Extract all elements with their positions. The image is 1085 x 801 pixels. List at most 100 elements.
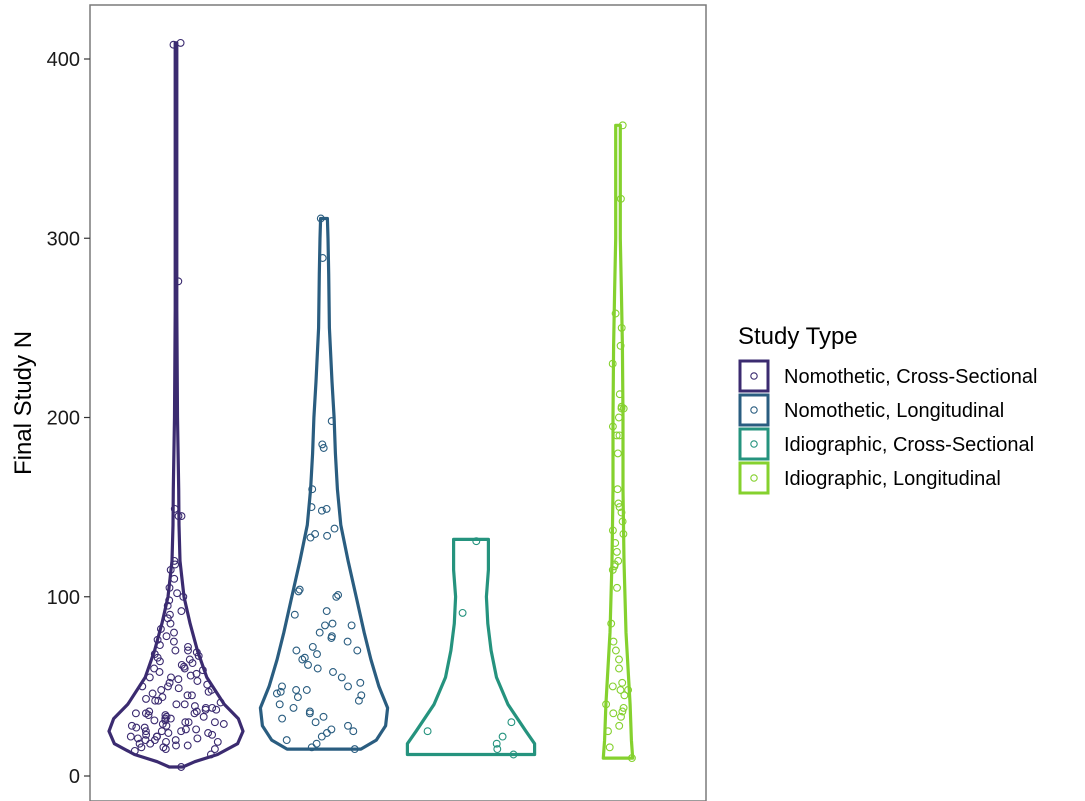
data-point (278, 682, 286, 691)
data-point (611, 646, 620, 655)
data-point (350, 745, 359, 754)
data-point (206, 750, 215, 759)
data-point (337, 673, 346, 682)
data-point (171, 560, 180, 569)
legend-key-point (750, 440, 758, 448)
data-point (282, 736, 291, 745)
data-point (357, 691, 366, 700)
data-point (307, 503, 316, 512)
data-point (292, 686, 301, 694)
data-point (127, 721, 136, 730)
violin-idiographic-cross-sectional (405, 537, 537, 757)
data-point (315, 628, 324, 637)
data-point (272, 689, 281, 698)
data-point (617, 323, 626, 332)
data-point (509, 750, 518, 759)
data-point (618, 678, 627, 687)
data-point (300, 653, 309, 662)
data-point (176, 38, 185, 47)
data-point (498, 732, 507, 741)
y-axis-title: Final Study N (10, 331, 37, 475)
data-point (608, 359, 617, 368)
data-point (142, 694, 150, 703)
legend-key-nomothetic-longitudinal (738, 393, 770, 427)
data-point (294, 587, 303, 596)
data-point (353, 646, 362, 655)
data-point (615, 431, 624, 440)
data-point (161, 714, 170, 723)
data-point (174, 512, 183, 521)
data-point (322, 607, 331, 616)
violin-nomothetic-longitudinal (258, 216, 390, 751)
data-point (207, 686, 216, 694)
data-point (126, 732, 135, 741)
data-point (290, 610, 299, 619)
legend-key-point (750, 372, 758, 380)
data-point (172, 700, 181, 709)
points-layer (126, 38, 636, 771)
data-point (605, 743, 614, 752)
data-point (193, 734, 202, 743)
data-point (618, 121, 627, 130)
data-point (165, 596, 174, 605)
data-point (295, 585, 304, 594)
data-point (321, 621, 329, 630)
data-point (604, 727, 612, 736)
legend-label-nomothetic-cross-sectional: Nomothetic, Cross-Sectional (784, 366, 1037, 388)
data-point (204, 729, 213, 737)
data-point (156, 625, 165, 633)
data-point (458, 608, 467, 617)
data-point (165, 610, 174, 619)
data-point (150, 716, 159, 725)
data-point (616, 194, 625, 203)
data-point (171, 646, 180, 655)
data-point (612, 547, 621, 556)
data-point (179, 592, 188, 601)
data-point (609, 637, 618, 646)
data-point (170, 574, 179, 583)
legend-key-idiographic-cross-sectional (738, 427, 770, 461)
data-point (177, 660, 186, 669)
data-point (312, 739, 321, 748)
legend: Study Type Nomothetic, Cross-Sectional No… (738, 323, 1037, 495)
data-point (293, 693, 302, 702)
data-point (203, 680, 212, 689)
data-point (298, 655, 307, 664)
data-point (199, 712, 208, 721)
data-point (613, 583, 621, 592)
data-point (334, 591, 343, 599)
data-point (213, 737, 222, 746)
data-point (619, 404, 628, 413)
data-point (165, 583, 174, 592)
data-point (170, 504, 179, 513)
data-point (169, 637, 178, 646)
data-point (347, 621, 356, 630)
data-point (614, 499, 623, 508)
data-point (184, 646, 192, 655)
data-point (155, 668, 164, 676)
legend-key-nomothetic-cross-sectional (738, 359, 770, 393)
data-point (618, 517, 627, 526)
data-point (190, 702, 199, 711)
data-point (615, 503, 624, 512)
data-point (148, 689, 157, 698)
data-point (311, 530, 320, 538)
data-point (152, 732, 161, 741)
data-point (318, 254, 327, 262)
data-point (624, 686, 633, 694)
data-point (329, 668, 337, 676)
data-point (184, 642, 192, 651)
data-point (323, 531, 332, 540)
data-point (608, 422, 617, 431)
data-point (317, 732, 326, 741)
legend-key-idiographic-longitudinal (738, 461, 770, 495)
data-point (162, 712, 171, 721)
data-point (133, 734, 142, 743)
data-point (192, 707, 201, 716)
data-point (157, 686, 166, 694)
data-point (142, 730, 151, 739)
data-point (612, 431, 621, 440)
data-point (183, 691, 192, 700)
data-point (289, 703, 298, 712)
